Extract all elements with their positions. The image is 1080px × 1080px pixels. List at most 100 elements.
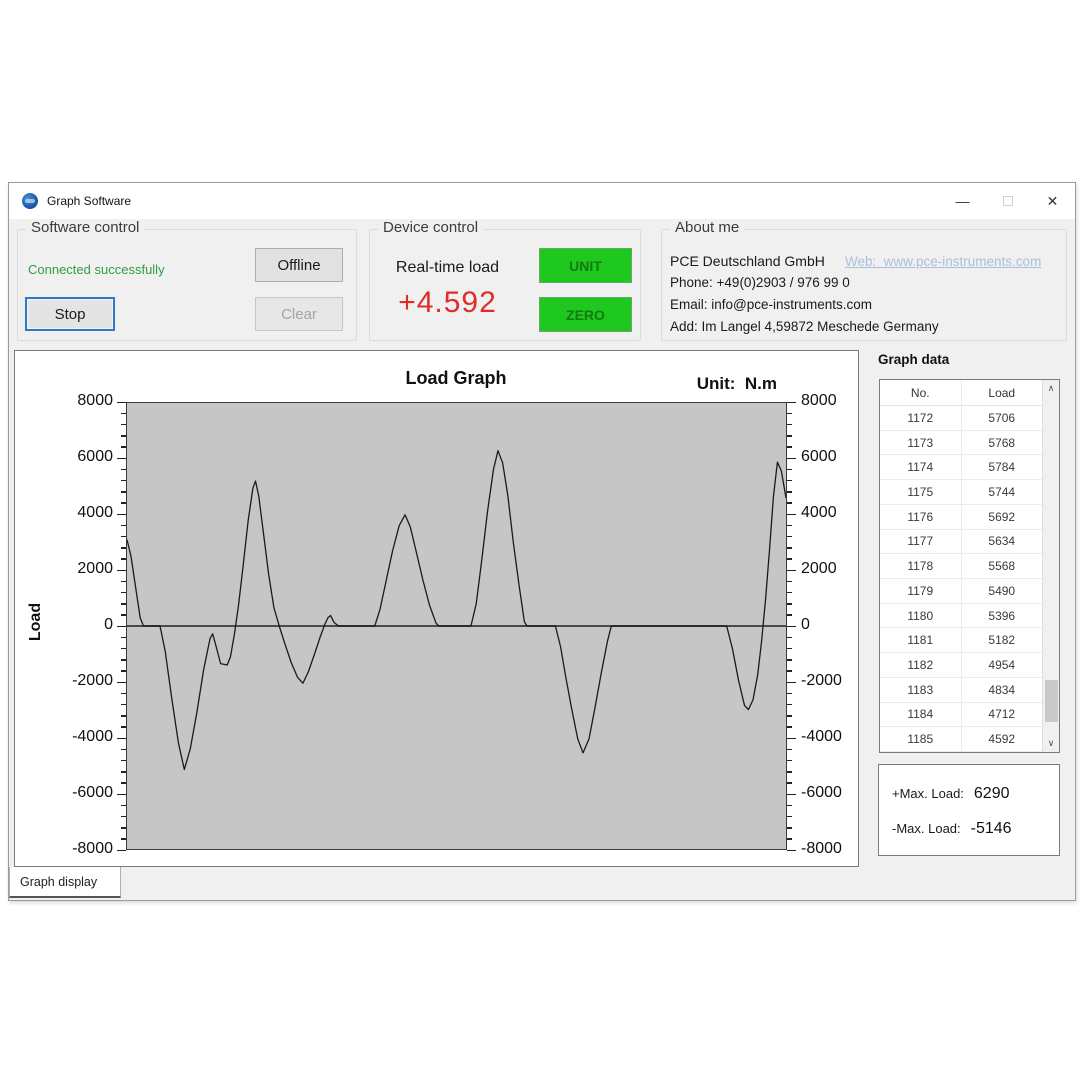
- tab-graph-display[interactable]: Graph display: [9, 867, 121, 898]
- tick-mark: [121, 827, 126, 829]
- tick-mark: [117, 401, 126, 403]
- y-tick-label: 8000: [801, 392, 837, 409]
- y-tick-label: -6000: [72, 784, 113, 801]
- scrollbar-thumb[interactable]: [1045, 680, 1058, 722]
- chart-area: Load Graph Unit: N.m Load -8000 -8000 -600…: [15, 351, 858, 866]
- y-tick-label: 4000: [801, 504, 837, 521]
- table-cell: 1182: [880, 653, 962, 677]
- minimize-button[interactable]: —: [940, 183, 985, 219]
- tick-mark: [787, 591, 792, 594]
- offline-button-label: Offline: [277, 256, 321, 274]
- table-row[interactable]: 1183 4834: [880, 677, 1042, 703]
- chart-unit-label: Unit: N.m: [696, 374, 777, 393]
- maximize-button[interactable]: [985, 183, 1030, 219]
- tick-mark: [121, 479, 126, 482]
- tick-mark: [117, 681, 126, 683]
- window-title: Graph Software: [47, 194, 132, 208]
- table-row[interactable]: 1177 5634: [880, 529, 1042, 555]
- tick-mark: [787, 535, 792, 538]
- table-cell: 1184: [880, 702, 962, 727]
- tick-mark: [787, 681, 796, 683]
- table-cell: 5396: [988, 608, 1016, 623]
- table-row[interactable]: 1185 4592: [880, 727, 1042, 752]
- pos-max-value: 6290: [973, 785, 1010, 802]
- tick-mark: [787, 468, 792, 471]
- tick-mark: [121, 748, 126, 751]
- tick-mark: [117, 737, 126, 739]
- table-scrollbar[interactable]: ∧ ∨: [1042, 380, 1059, 752]
- clear-button[interactable]: Clear: [255, 297, 343, 331]
- tick-mark: [787, 625, 796, 627]
- y-tick-label: 2000: [77, 560, 113, 577]
- tick-mark: [787, 547, 792, 549]
- email-line: Email: info@pce-instruments.com: [670, 297, 873, 312]
- chart-panel: Load Graph Unit: N.m Load -8000 -8000 -600…: [14, 350, 859, 867]
- tick-mark: [117, 849, 126, 851]
- table-row[interactable]: 1178 5568: [880, 554, 1042, 580]
- tick-mark: [121, 715, 126, 717]
- graph-data-table: No. Load 1172 5706 1173 5768 1174 5784 1175 574…: [879, 379, 1060, 753]
- tick-mark: [787, 804, 792, 807]
- table-row[interactable]: 1181 5182: [880, 628, 1042, 654]
- scroll-up-icon[interactable]: ∧: [1047, 383, 1055, 393]
- table-cell: 1181: [880, 628, 962, 653]
- realtime-load-label: Real-time load: [395, 259, 500, 276]
- tick-mark: [121, 815, 126, 818]
- tick-mark: [117, 793, 126, 795]
- close-button[interactable]: ✕: [1030, 183, 1075, 219]
- unit-button[interactable]: UNIT: [539, 248, 632, 283]
- y-tick-label: 6000: [77, 448, 113, 465]
- plot-area: [126, 402, 787, 850]
- table-row[interactable]: 1184 4712: [880, 702, 1042, 728]
- tick-mark: [787, 435, 792, 437]
- device-control-group: Device control Real-time load +4.592 UNI…: [369, 219, 641, 341]
- tick-mark: [787, 793, 796, 795]
- y-tick-label: -4000: [801, 728, 842, 745]
- zero-button[interactable]: ZERO: [539, 297, 632, 332]
- tick-mark: [121, 659, 126, 661]
- tick-mark: [121, 446, 126, 448]
- table-row[interactable]: 1173 5768: [880, 430, 1042, 456]
- table-row[interactable]: 1175 5744: [880, 480, 1042, 505]
- y-tick-label: -6000: [801, 784, 842, 801]
- tick-mark: [121, 412, 126, 415]
- tick-mark: [121, 771, 126, 773]
- about-title: About me: [670, 219, 745, 236]
- tick-mark: [121, 435, 126, 437]
- tick-mark: [787, 726, 792, 728]
- tick-mark: [787, 513, 796, 515]
- offline-button[interactable]: Offline: [255, 248, 343, 282]
- stop-button-label: Stop: [54, 305, 86, 323]
- tick-mark: [787, 659, 792, 661]
- pos-max-label: +Max. Load:: [892, 786, 964, 801]
- tick-mark: [787, 603, 792, 605]
- tick-mark: [787, 569, 796, 571]
- tick-mark: [787, 502, 792, 504]
- title-bar: Graph Software — ✕: [9, 183, 1075, 219]
- close-icon: ✕: [1046, 192, 1059, 209]
- table-row[interactable]: 1176 5692: [880, 504, 1042, 530]
- tick-mark: [121, 502, 126, 504]
- table-row[interactable]: 1174 5784: [880, 455, 1042, 481]
- tick-mark: [121, 636, 126, 639]
- table-cell: 1175: [880, 480, 962, 504]
- column-header-load: Load: [988, 385, 1016, 400]
- table-cell: 1174: [880, 455, 962, 480]
- software-control-title: Software control: [26, 219, 145, 236]
- table-cell: 4954: [988, 658, 1016, 673]
- website-link[interactable]: Web: www.pce-instruments.com: [845, 254, 1042, 269]
- table-row[interactable]: 1179 5490: [880, 579, 1042, 604]
- table-row[interactable]: 1172 5706: [880, 406, 1042, 431]
- table-row[interactable]: 1182 4954: [880, 653, 1042, 678]
- scroll-down-icon[interactable]: ∨: [1047, 738, 1055, 748]
- y-tick-label: 8000: [77, 392, 113, 409]
- tick-mark: [787, 647, 792, 650]
- tick-mark: [787, 614, 792, 616]
- tick-mark: [121, 580, 126, 583]
- column-header-no: No.: [880, 380, 962, 405]
- tick-mark: [121, 468, 126, 471]
- tick-mark: [121, 491, 126, 493]
- table-row[interactable]: 1180 5396: [880, 603, 1042, 629]
- tick-mark: [787, 737, 796, 739]
- stop-button[interactable]: Stop: [25, 297, 115, 331]
